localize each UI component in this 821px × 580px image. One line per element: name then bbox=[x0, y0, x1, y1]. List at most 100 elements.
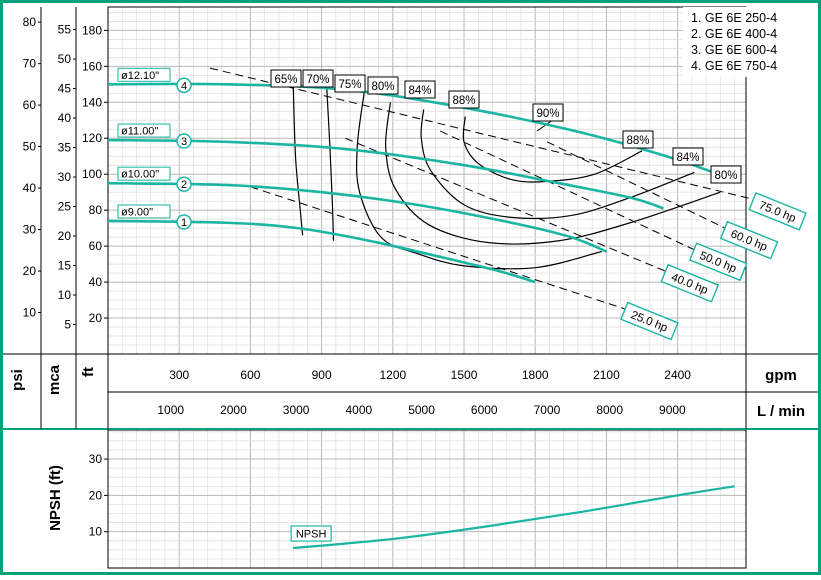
impeller-diameter-box bbox=[117, 67, 171, 82]
lmin-tick-label: 5000 bbox=[408, 403, 435, 417]
psi-tick-label: 60 bbox=[23, 98, 37, 112]
power-label: 75.0 hp bbox=[748, 192, 807, 231]
npsh-label-box bbox=[290, 525, 332, 542]
mca-tick-label: 40 bbox=[58, 111, 72, 125]
gpm-tick-label: 2100 bbox=[593, 368, 620, 382]
psi-tick-label: 20 bbox=[23, 264, 37, 278]
legend-entry: 4. GE 6E 750-4 bbox=[691, 59, 777, 73]
gpm-tick-label: 1200 bbox=[379, 368, 406, 382]
efficiency-label-box bbox=[710, 165, 742, 184]
power-label-box bbox=[719, 220, 779, 260]
power-label-box bbox=[620, 301, 679, 341]
mca-tick-label: 35 bbox=[58, 141, 72, 155]
mca-axis-title: mca bbox=[46, 364, 63, 395]
power-label: 60.0 hp bbox=[719, 220, 779, 260]
npsh-curve bbox=[293, 485, 735, 550]
npsh-axis-title: NPSH (ft) bbox=[47, 465, 64, 531]
power-line bbox=[250, 186, 626, 310]
impeller-number-circle bbox=[176, 214, 192, 230]
efficiency-label: 84% bbox=[676, 152, 699, 164]
npsh-panel: NPSH bbox=[290, 485, 735, 550]
impeller-curve bbox=[107, 181, 607, 253]
axis-ticks: 2040608010012014016018051015202530354045… bbox=[9, 15, 805, 539]
mca-tick-label: 50 bbox=[58, 52, 72, 66]
npsh-tick-label: 30 bbox=[89, 452, 103, 466]
ft-axis-title: ft bbox=[80, 367, 97, 377]
impeller-number-circle bbox=[176, 133, 192, 149]
mca-tick-label: 55 bbox=[58, 23, 72, 37]
efficiency-label-box bbox=[532, 103, 564, 122]
gpm-tick-label: 300 bbox=[169, 368, 189, 382]
efficiency-label-box bbox=[448, 90, 480, 109]
efficiency-label: 80% bbox=[371, 81, 394, 93]
psi-tick-label: 70 bbox=[23, 57, 37, 71]
lmin-axis-title: L / min bbox=[757, 403, 805, 420]
efficiency-label-box bbox=[622, 130, 654, 149]
legend: 1. GE 6E 250-4 2. GE 6E 400-4 3. GE 6E 600… bbox=[683, 7, 799, 77]
efficiency-contour bbox=[462, 116, 643, 183]
lmin-tick-label: 4000 bbox=[345, 403, 372, 417]
lmin-tick-label: 1000 bbox=[157, 403, 184, 417]
gpm-tick-label: 900 bbox=[312, 368, 332, 382]
impeller-diameter-box bbox=[117, 123, 171, 138]
ft-tick-label: 160 bbox=[82, 59, 102, 73]
efficiency-label-box bbox=[270, 69, 302, 88]
npsh-tick-label: 10 bbox=[89, 525, 103, 539]
power-label-box bbox=[660, 263, 720, 303]
impeller-curve bbox=[107, 138, 664, 210]
impeller-number-circle bbox=[176, 77, 192, 94]
mca-tick-label: 20 bbox=[58, 229, 72, 243]
power-line bbox=[209, 67, 754, 200]
impeller-diameter-box bbox=[117, 166, 171, 181]
power-lines bbox=[209, 67, 754, 310]
power-label-box bbox=[748, 192, 807, 231]
impeller-diameter-label: ø11.00" bbox=[121, 126, 158, 138]
mca-tick-label: 30 bbox=[58, 170, 72, 184]
impeller-curve bbox=[107, 219, 536, 284]
efficiency-label-box bbox=[367, 76, 399, 95]
psi-axis-title: psi bbox=[9, 369, 26, 391]
legend-box bbox=[683, 7, 799, 77]
efficiency-contour bbox=[292, 80, 304, 236]
psi-tick-label: 40 bbox=[23, 181, 37, 195]
efficiency-label: 84% bbox=[408, 85, 431, 97]
grid bbox=[108, 7, 746, 568]
axis-frames bbox=[3, 6, 818, 569]
psi-tick-label: 50 bbox=[23, 140, 37, 154]
impeller-diameter-label: ø12.10" bbox=[121, 70, 159, 82]
efficiency-contour bbox=[325, 80, 335, 241]
impeller-number: 3 bbox=[181, 136, 187, 148]
mca-tick-label: 5 bbox=[64, 318, 71, 332]
lmin-tick-label: 2000 bbox=[220, 403, 247, 417]
lmin-tick-label: 9000 bbox=[659, 403, 686, 417]
efficiency-label-box bbox=[334, 74, 366, 93]
efficiency-label-box bbox=[672, 147, 704, 166]
impeller-diameter-box bbox=[117, 204, 171, 219]
impeller-number-circle bbox=[176, 176, 192, 192]
ft-tick-label: 40 bbox=[89, 275, 103, 289]
lmin-tick-label: 7000 bbox=[534, 403, 561, 417]
gpm-tick-label: 2400 bbox=[664, 368, 691, 382]
lmin-tick-label: 8000 bbox=[596, 403, 623, 417]
power-line bbox=[345, 137, 666, 272]
gpm-axis-title: gpm bbox=[765, 367, 797, 384]
efficiency-label: 65% bbox=[274, 74, 297, 86]
ft-tick-label: 140 bbox=[82, 95, 102, 109]
legend-entry: 3. GE 6E 600-4 bbox=[691, 43, 777, 57]
ft-tick-label: 80 bbox=[89, 203, 103, 217]
impeller-diameter-label: ø9.00" bbox=[121, 206, 153, 218]
efficiency-label: 70% bbox=[306, 74, 329, 86]
impeller-number: 2 bbox=[181, 179, 187, 191]
psi-tick-label: 10 bbox=[23, 306, 37, 320]
lmin-tick-label: 3000 bbox=[283, 403, 310, 417]
legend-entry: 2. GE 6E 400-4 bbox=[691, 27, 777, 41]
legend-entry: 1. GE 6E 250-4 bbox=[691, 11, 777, 25]
ft-tick-label: 180 bbox=[82, 23, 102, 37]
impeller-number: 1 bbox=[181, 217, 187, 229]
impeller-number: 4 bbox=[181, 80, 187, 92]
ft-tick-label: 20 bbox=[89, 311, 103, 325]
psi-tick-label: 80 bbox=[23, 15, 37, 29]
efficiency-label-box bbox=[404, 80, 436, 99]
